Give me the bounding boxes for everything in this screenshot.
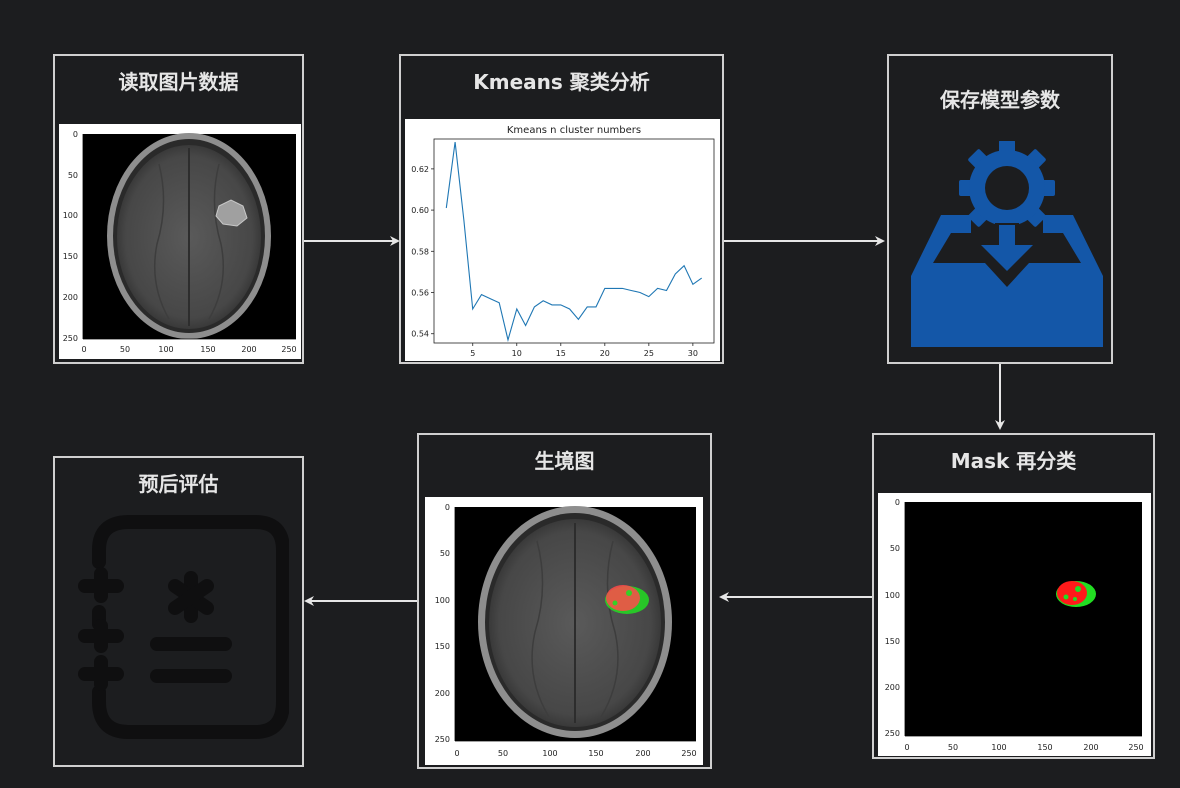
step-save-model: 保存模型参数 bbox=[887, 54, 1113, 364]
step-prognosis-title: 预后评估 bbox=[138, 472, 219, 496]
svg-text:100: 100 bbox=[991, 743, 1006, 752]
svg-text:200: 200 bbox=[63, 293, 78, 302]
svg-text:250: 250 bbox=[281, 345, 296, 354]
overlay-x-ticks: 0 50 100 150 200 250 bbox=[454, 749, 696, 758]
svg-text:250: 250 bbox=[435, 735, 450, 744]
svg-text:50: 50 bbox=[948, 743, 958, 752]
series-line bbox=[445, 142, 703, 343]
svg-text:100: 100 bbox=[158, 345, 173, 354]
svg-text:150: 150 bbox=[200, 345, 215, 354]
x-tick-label: 20 bbox=[600, 349, 610, 358]
chart-title: Kmeans n cluster numbers bbox=[507, 125, 641, 136]
svg-text:50: 50 bbox=[498, 749, 508, 758]
x-tick-label: 30 bbox=[688, 349, 698, 358]
y-tick-label: 0.58 bbox=[411, 247, 429, 256]
svg-text:250: 250 bbox=[1128, 743, 1143, 752]
step-mask-title: Mask 再分类 bbox=[950, 449, 1077, 473]
svg-text:0: 0 bbox=[895, 498, 900, 507]
svg-text:0: 0 bbox=[904, 743, 909, 752]
svg-text:250: 250 bbox=[885, 729, 900, 738]
svg-text:100: 100 bbox=[435, 596, 450, 605]
svg-text:100: 100 bbox=[885, 591, 900, 600]
image-y-ticks: 0 50 100 150 200 250 bbox=[63, 130, 78, 343]
mask-x-ticks: 0 50 100 150 200 250 bbox=[904, 743, 1143, 752]
svg-text:200: 200 bbox=[1083, 743, 1098, 752]
svg-text:200: 200 bbox=[885, 683, 900, 692]
step-kmeans: Kmeans 聚类分析 Kmeans n cluster numbers 5 10… bbox=[399, 54, 724, 364]
svg-text:200: 200 bbox=[635, 749, 650, 758]
svg-text:0: 0 bbox=[454, 749, 459, 758]
step-save-title: 保存模型参数 bbox=[940, 88, 1060, 112]
mri-image-plot: 0 50 100 150 200 250 0 50 100 150 200 25… bbox=[59, 124, 301, 359]
step-habitat-map: 生境图 bbox=[417, 433, 712, 769]
x-tick-label: 5 bbox=[470, 349, 475, 358]
tumor-region bbox=[215, 199, 248, 227]
svg-text:100: 100 bbox=[63, 211, 78, 220]
step-read-image: 读取图片数据 0 50 100 15 bbox=[53, 54, 304, 364]
x-tick-label: 15 bbox=[556, 349, 566, 358]
step-prognosis: 预后评估 bbox=[53, 456, 304, 767]
mask-habitat-clusters bbox=[1056, 581, 1096, 607]
svg-text:150: 150 bbox=[63, 252, 78, 261]
kmeans-chart: Kmeans n cluster numbers 5 10 15 20 25 30 0.54… bbox=[405, 119, 720, 361]
mask-y-ticks: 0 50 100 150 200 250 bbox=[885, 498, 900, 738]
image-x-ticks: 0 50 100 150 200 250 bbox=[81, 345, 296, 354]
svg-text:200: 200 bbox=[435, 689, 450, 698]
svg-text:0: 0 bbox=[73, 130, 78, 139]
mask-image-plot: 0 50 100 150 200 250 0 50 100 150 200 25… bbox=[878, 493, 1151, 756]
gear-inbox-download-icon bbox=[911, 141, 1103, 347]
y-tick-label: 0.56 bbox=[411, 289, 429, 298]
overlay-habitat-clusters bbox=[605, 585, 649, 614]
svg-text:0: 0 bbox=[445, 503, 450, 512]
y-tick-label: 0.60 bbox=[411, 206, 429, 215]
svg-text:100: 100 bbox=[542, 749, 557, 758]
mask-background bbox=[905, 502, 1142, 736]
step-overlay-title: 生境图 bbox=[534, 449, 595, 473]
svg-text:50: 50 bbox=[68, 171, 78, 180]
svg-text:0: 0 bbox=[81, 345, 86, 354]
svg-text:150: 150 bbox=[435, 642, 450, 651]
svg-text:250: 250 bbox=[63, 334, 78, 343]
svg-text:200: 200 bbox=[241, 345, 256, 354]
y-tick-label: 0.62 bbox=[411, 165, 429, 174]
y-tick-label: 0.54 bbox=[411, 330, 429, 339]
svg-text:50: 50 bbox=[440, 549, 450, 558]
step-read-title: 读取图片数据 bbox=[118, 70, 239, 94]
step-kmeans-title: Kmeans 聚类分析 bbox=[473, 70, 650, 94]
plot-frame bbox=[433, 138, 715, 344]
svg-text:50: 50 bbox=[120, 345, 130, 354]
svg-text:50: 50 bbox=[890, 544, 900, 553]
step-mask-reclassify: Mask 再分类 0 50 100 150 200 250 0 bbox=[872, 433, 1155, 759]
svg-text:150: 150 bbox=[1037, 743, 1052, 752]
svg-text:150: 150 bbox=[588, 749, 603, 758]
habitat-overlay-plot: 0 50 100 150 200 250 0 50 100 150 200 25… bbox=[425, 497, 703, 765]
x-tick-label: 25 bbox=[644, 349, 654, 358]
svg-text:150: 150 bbox=[885, 637, 900, 646]
svg-text:250: 250 bbox=[681, 749, 696, 758]
x-tick-label: 10 bbox=[512, 349, 522, 358]
medical-record-icon bbox=[78, 515, 289, 739]
overlay-y-ticks: 0 50 100 150 200 250 bbox=[435, 503, 450, 744]
